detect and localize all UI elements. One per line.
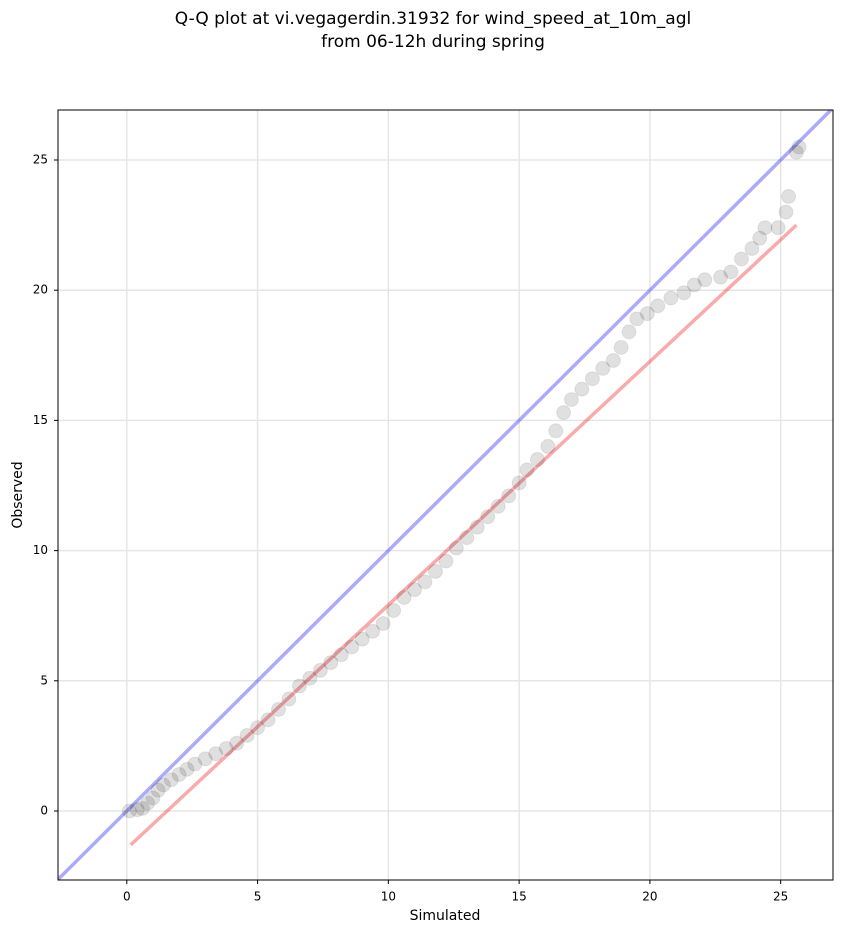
point [650,298,666,314]
x-tick-label: 25 [773,890,788,904]
point [375,616,391,632]
x-tick-label: 5 [254,890,262,904]
point [788,144,804,160]
point [501,488,517,504]
point [511,475,527,491]
point [171,767,187,783]
point [676,285,692,301]
point [260,712,276,728]
point [312,662,328,678]
point [155,777,171,793]
point [150,782,166,798]
chart-title: from 06-12h during spring [321,32,545,52]
point [250,720,266,736]
point [291,678,307,694]
point [239,727,255,743]
point [129,802,145,818]
point [639,306,655,322]
point [121,803,137,819]
x-axis-label: Simulated [410,908,481,924]
point [427,563,443,579]
point [333,647,349,663]
y-tick-label: 15 [33,413,48,427]
x-tick-label: 20 [642,890,657,904]
y-axis-label: Observed [10,461,26,528]
point [480,509,496,525]
point [281,691,297,707]
point [490,498,506,514]
x-tick-label: 10 [381,890,396,904]
y-tick-label: 25 [33,152,48,166]
y-tick-label: 0 [40,803,48,817]
point [229,735,245,751]
point [344,639,360,655]
reference-line [129,223,798,847]
point [605,353,621,369]
point [386,602,402,618]
point [540,438,556,454]
point [529,451,545,467]
point [134,800,150,816]
point [770,220,786,236]
point [448,540,464,556]
point [613,339,629,355]
point [733,251,749,267]
point [556,405,572,421]
y-tick-label: 20 [33,283,48,297]
point [270,701,286,717]
point [438,553,454,569]
point [563,392,579,408]
y-tick-label: 5 [40,673,48,687]
point [417,574,433,590]
x-tick-label: 0 [123,890,131,904]
point [218,740,234,756]
point [713,269,729,285]
point [396,589,412,605]
point [574,381,590,397]
point [629,311,645,327]
plot-frame [57,109,834,881]
point [140,795,156,811]
point [145,790,161,806]
point [781,188,797,204]
point [197,751,213,767]
point [469,519,485,535]
point [621,324,637,340]
point [365,623,381,639]
y-tick-label: 10 [33,543,48,557]
point [723,264,739,280]
point [163,772,179,788]
point [757,220,773,236]
point [459,530,475,546]
point [179,761,195,777]
point [407,582,423,598]
point [354,631,370,647]
point [548,423,564,439]
point [323,655,339,671]
point [208,746,224,762]
point [778,204,794,220]
chart-title: Q-Q plot at vi.vegagerdin.31932 for wind… [175,9,691,29]
point [686,277,702,293]
point [663,290,679,306]
x-tick-label: 15 [511,890,526,904]
plot-area [58,110,833,880]
point [584,371,600,387]
reference-line [58,110,833,880]
point [752,230,768,246]
point [302,670,318,686]
point [697,272,713,288]
point [519,462,535,478]
point [595,360,611,376]
point [791,139,807,155]
point [744,241,760,257]
point [187,756,203,772]
